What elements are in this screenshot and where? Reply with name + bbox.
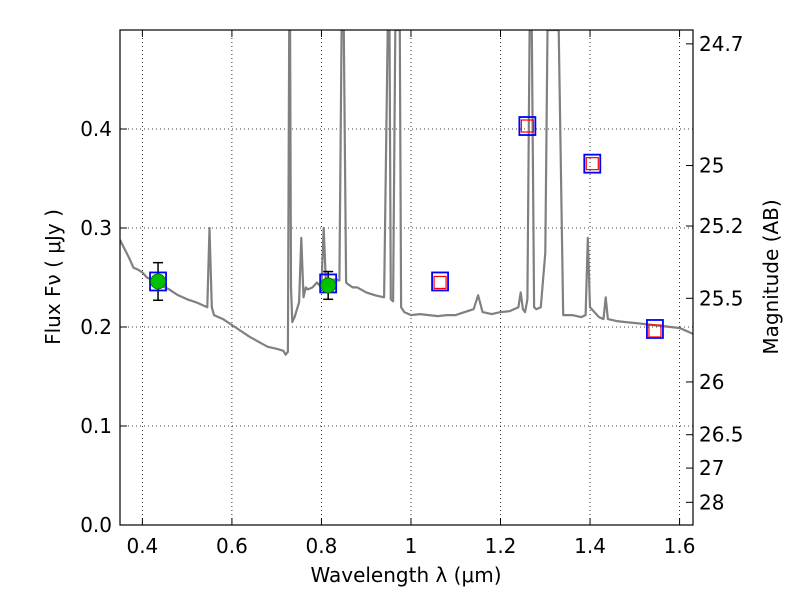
y-tick-label: 0.3 [80,216,112,240]
model-photometry-square [149,271,167,292]
model-photometry-inner-square [585,157,599,171]
x-tick-label: 1 [405,534,418,558]
mag-tick-label: 26.5 [699,423,744,447]
observed-photometry-point [150,273,166,290]
x-tick-label: 0.6 [216,534,248,558]
model-photometry-inner-square [433,275,447,290]
x-tick-label: 1.2 [485,534,517,558]
observed-photometry-point [320,277,337,294]
y-tick-label: 0.1 [80,414,112,438]
x-axis-label: Wavelength λ (μm) [310,563,501,587]
y-tick-label: 0.4 [80,117,112,141]
x-tick-label: 0.4 [126,534,158,558]
y-tick-label: 0.0 [80,513,112,537]
mag-tick-label: 25 [699,154,724,178]
mag-tick-label: 24.7 [699,32,744,56]
photometry-markers [149,116,664,339]
x-tick-label: 0.8 [306,534,338,558]
mag-tick-label: 28 [699,490,724,514]
plot-frame [119,29,694,526]
spectrum-plot-area [120,30,693,356]
y-axis-label: Flux Fν ( μJy ) [41,209,65,345]
model-photometry-square [431,271,449,292]
mag-tick-label: 26 [699,370,724,394]
mag-tick-label: 27 [699,456,724,480]
model-photometry-square [518,116,537,136]
model-photometry-inner-square [648,324,662,338]
y2-axis-label: Magnitude (AB) [759,199,783,354]
axis-ticks: 0.4 0.6 0.8 1 1.2 1.4 1.6 0.0 0.1 0.2 0.3 0.4 24.7 25… [80,30,744,558]
mag-tick-label: 25.2 [699,214,744,238]
mag-tick-label: 25.5 [699,286,744,310]
model-photometry-square [583,153,602,174]
x-tick-label: 1.6 [664,534,696,558]
model-photometry-square [646,319,664,339]
grid [120,30,693,525]
x-tick-label: 1.4 [574,534,606,558]
y-tick-label: 0.2 [80,315,112,339]
model-photometry-inner-square [520,119,534,133]
spectrum-line [120,30,693,356]
